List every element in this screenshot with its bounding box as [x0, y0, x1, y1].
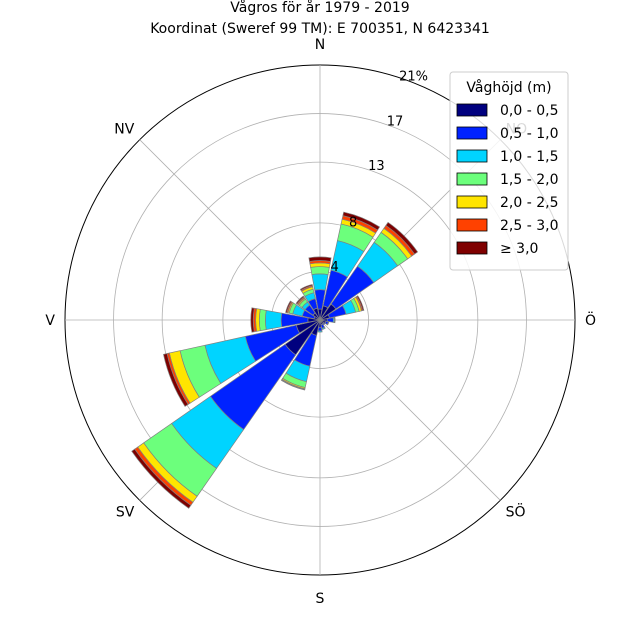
legend-swatch [456, 103, 488, 117]
chart-title-line2: Koordinat (Sweref 99 TM): E 700351, N 64… [150, 21, 490, 37]
rose-bar-segment [311, 273, 329, 291]
radial-tick-labels: 4 8 13 17 21% [330, 69, 428, 275]
direction-label-e: Ö [585, 311, 596, 329]
rose-bar-segment [308, 256, 332, 262]
rose-bar-segment [285, 300, 292, 314]
rose-bar-segment [310, 266, 330, 275]
radial-tick-label: 4 [330, 260, 338, 275]
legend-swatch [456, 172, 488, 186]
chart-title-line1: Vågros för år 1979 - 2019 [230, 0, 409, 16]
rose-bar-segment [163, 353, 189, 407]
direction-label-s: S [316, 591, 325, 607]
rose-bar-segment [333, 316, 336, 324]
radial-tick-label: 17 [387, 114, 404, 129]
rose-bar-segment [280, 379, 306, 391]
legend: Våghöjd (m) 0,0 - 0,5 0,5 - 1,0 1,0 - 1,5 1… [449, 71, 569, 271]
direction-label-n: N [315, 37, 325, 53]
legend-title: Våghöjd (m) [466, 79, 551, 96]
legend-label: 1,5 - 2,0 [500, 172, 558, 188]
legend-swatch [456, 241, 488, 255]
direction-label-sw: SV [116, 505, 135, 521]
direction-label-se: SÖ [506, 503, 526, 521]
rose-bar-segment [131, 448, 192, 509]
legend-label: 0,5 - 1,0 [500, 126, 558, 142]
legend-label: 1,0 - 1,5 [500, 149, 558, 165]
direction-label-nw: NV [114, 121, 134, 137]
rose-bar-segment [250, 307, 255, 333]
grid-spoke [139, 139, 321, 321]
rose-bar-segment [258, 308, 267, 332]
legend-swatch [456, 195, 488, 209]
rose-bar-segment [265, 309, 283, 331]
legend-label: 0,0 - 0,5 [500, 103, 558, 119]
rose-bar-segment [299, 284, 313, 291]
rose-bar-segment [356, 295, 365, 312]
legend-swatch [456, 218, 488, 232]
legend-label: 2,0 - 2,5 [500, 195, 558, 211]
legend-swatch [456, 126, 488, 140]
rose-bar-segment [326, 321, 330, 326]
rose-bars [131, 211, 419, 509]
rose-bar-segment [317, 330, 323, 333]
rose-bar-segment [295, 295, 305, 305]
direction-label-w: V [45, 313, 55, 329]
radial-tick-label: 21% [399, 69, 428, 84]
legend-label: ≥ 3,0 [500, 241, 538, 257]
legend-swatch [456, 149, 488, 163]
rose-bar-segment [321, 326, 326, 330]
rose-bar-segment [385, 221, 419, 255]
grid-spoke [319, 319, 501, 501]
legend-items: 0,0 - 0,5 0,5 - 1,0 1,0 - 1,5 1,5 - 2,0 2,0 … [456, 103, 558, 257]
rose-bar-segment [342, 211, 381, 231]
legend-label: 2,5 - 3,0 [500, 218, 558, 234]
radial-tick-label: 8 [349, 215, 357, 230]
radial-tick-label: 13 [368, 159, 385, 174]
